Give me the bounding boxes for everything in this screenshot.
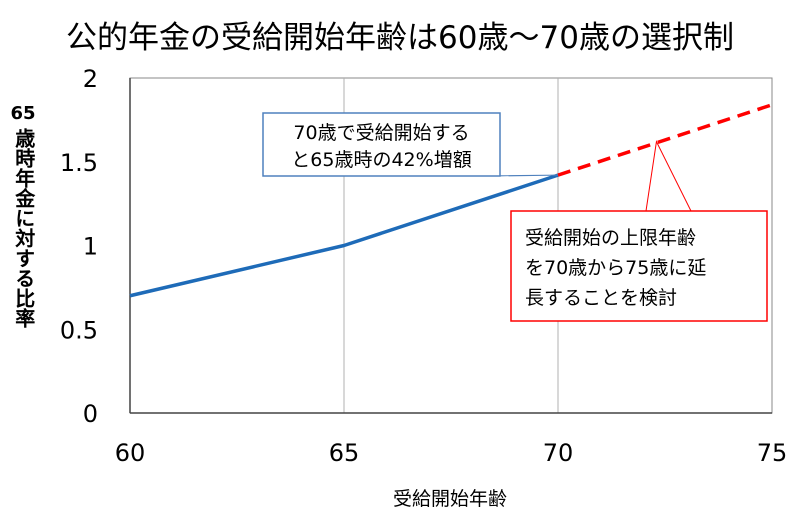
callout-box-2 [510,210,768,322]
y-axis-label-number: 65 [10,103,36,124]
x-axis-title: 受給開始年齢 [392,488,507,510]
callout-box-1 [262,112,501,177]
y-tick-label: 2 [83,65,98,93]
y-tick-label: 1 [83,233,98,261]
x-tick-label: 75 [757,439,788,467]
y-tick-label: 1.5 [60,149,98,177]
callout-1-line: と65歳時の42%増額 [291,149,471,171]
x-tick-label: 65 [329,439,360,467]
callout-2-line: 長することを検討 [525,287,677,309]
x-tick-label: 70 [543,439,574,467]
y-axis-label: 65 歳時年金に対する比率 [6,102,40,328]
chart-title: 公的年金の受給開始年齢は60歳～70歳の選択制 [66,20,734,56]
callout-1-line: 70歳で受給開始する [293,122,469,144]
callout-2-line: 受給開始の上限年齢 [525,227,696,249]
x-tick-label: 60 [115,439,146,467]
y-axis-label-text: 歳時年金に対する比率 [11,127,36,328]
series-line-2 [557,103,773,177]
y-tick-label: 0.5 [60,316,98,344]
y-tick-label: 0 [83,400,98,428]
callout-2-line: を70歳から75歳に延 [525,257,706,279]
series-line-1 [129,173,559,298]
